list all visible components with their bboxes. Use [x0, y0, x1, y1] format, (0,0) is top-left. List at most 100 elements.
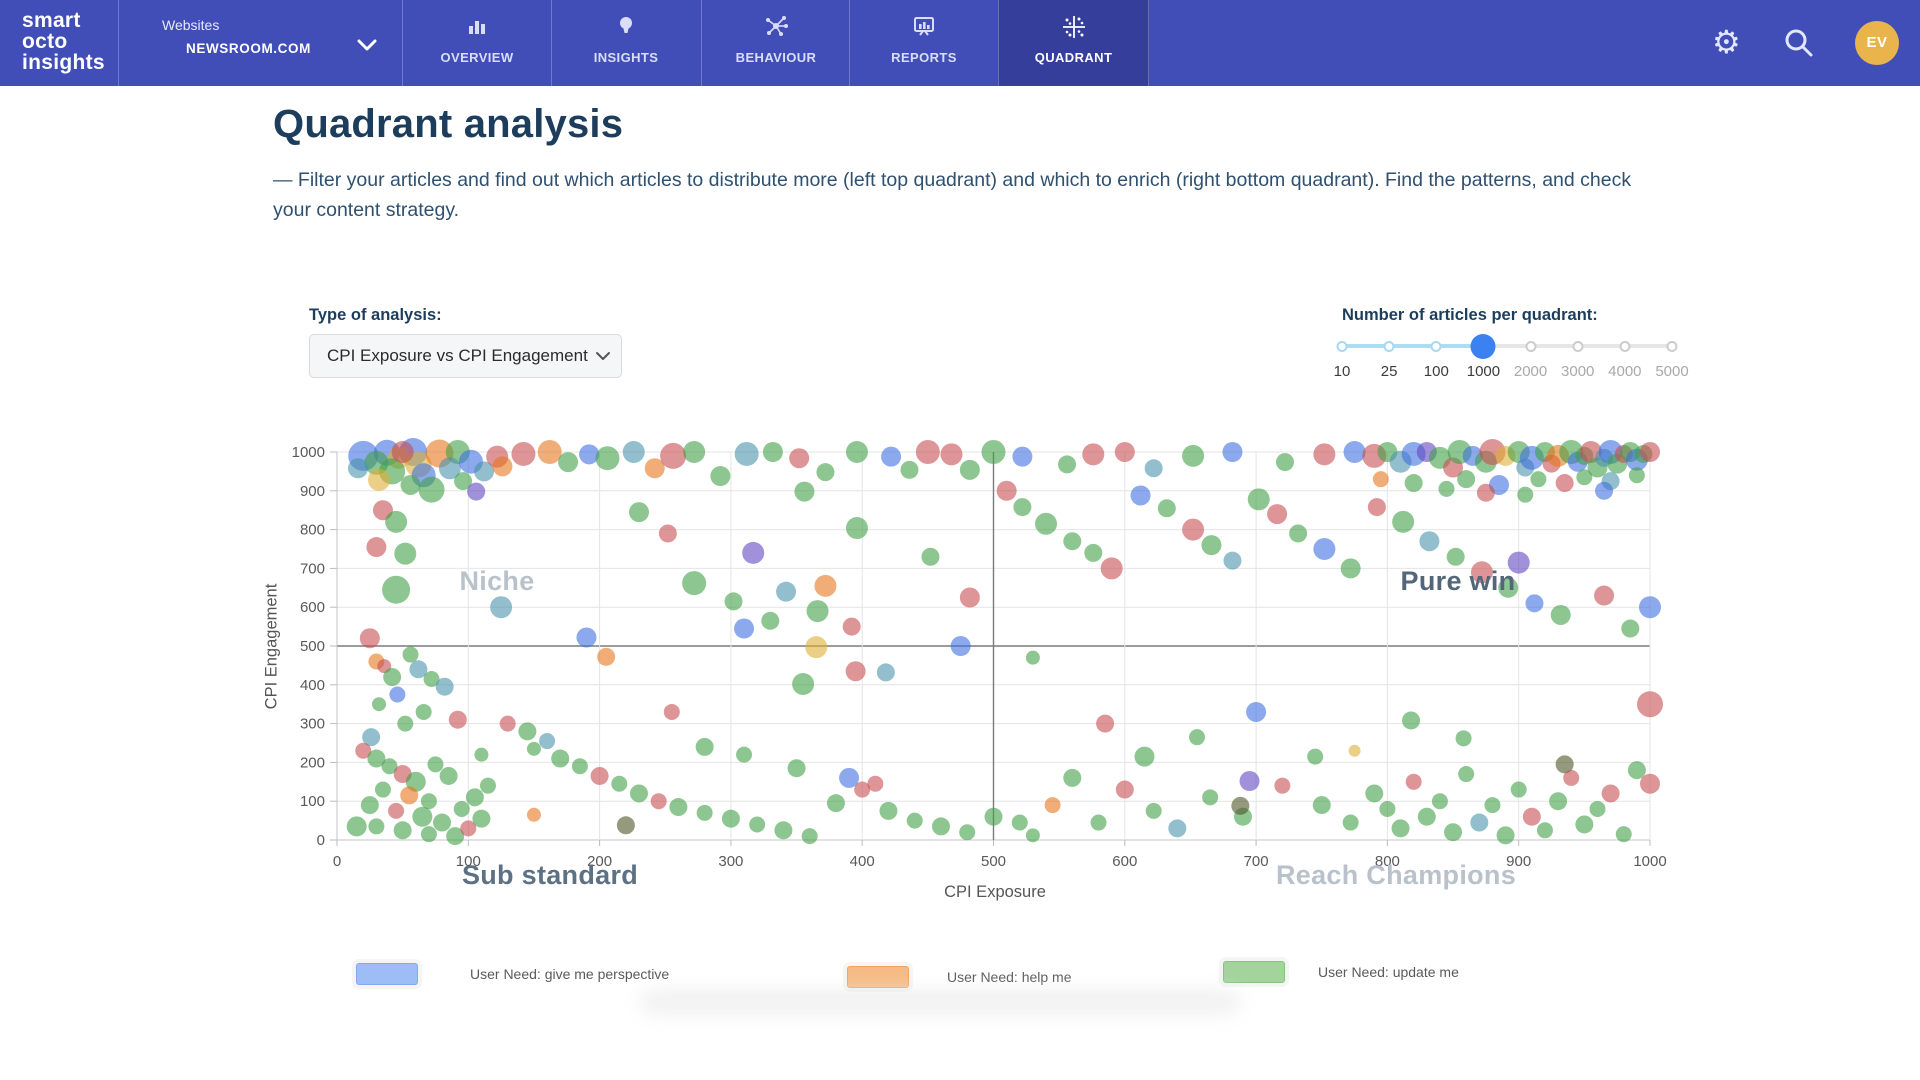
article-bubble[interactable]: [1419, 531, 1440, 552]
slider-option-4000[interactable]: 4000: [1608, 363, 1642, 380]
article-bubble[interactable]: [1182, 444, 1205, 467]
article-bubble[interactable]: [479, 777, 496, 794]
article-bubble[interactable]: [1063, 532, 1082, 551]
article-bubble[interactable]: [597, 647, 616, 666]
article-bubble[interactable]: [854, 781, 871, 798]
article-bubble[interactable]: [915, 440, 940, 464]
article-bubble[interactable]: [1115, 780, 1134, 799]
article-bubble[interactable]: [749, 816, 766, 833]
article-bubble[interactable]: [1223, 551, 1242, 570]
article-bubble[interactable]: [1365, 784, 1384, 803]
article-bubble[interactable]: [393, 821, 412, 840]
slider-option-1000[interactable]: 1000: [1466, 363, 1501, 380]
article-bubble[interactable]: [761, 611, 780, 630]
article-bubble[interactable]: [1530, 471, 1547, 488]
article-bubble[interactable]: [490, 596, 513, 619]
article-bubble[interactable]: [1637, 691, 1663, 718]
article-bubble[interactable]: [1470, 561, 1493, 584]
article-bubble[interactable]: [438, 457, 461, 480]
slider-stop-100[interactable]: [1430, 341, 1442, 352]
article-bubble[interactable]: [1246, 701, 1267, 722]
article-bubble[interactable]: [1549, 792, 1568, 811]
slider-option-25[interactable]: 25: [1380, 363, 1398, 380]
article-bubble[interactable]: [389, 686, 406, 703]
article-bubble[interactable]: [511, 441, 536, 466]
article-bubble[interactable]: [1342, 814, 1359, 831]
article-bubble[interactable]: [867, 775, 884, 792]
article-bubble[interactable]: [1536, 822, 1553, 839]
article-bubble[interactable]: [1025, 828, 1040, 843]
slider-stop-3000[interactable]: [1572, 341, 1584, 352]
article-bubble[interactable]: [383, 668, 402, 687]
article-bubble[interactable]: [1457, 470, 1476, 489]
article-bubble[interactable]: [1044, 797, 1061, 814]
tab-overview[interactable]: OVERVIEW: [402, 0, 551, 86]
article-bubble[interactable]: [1267, 504, 1288, 525]
article-bubble[interactable]: [1522, 807, 1541, 826]
article-bubble[interactable]: [1405, 773, 1422, 790]
article-bubble[interactable]: [372, 697, 387, 712]
article-bubble[interactable]: [1145, 802, 1162, 819]
article-bubble[interactable]: [1458, 766, 1475, 783]
article-bubble[interactable]: [499, 715, 516, 732]
article-bubble[interactable]: [950, 636, 971, 656]
article-bubble[interactable]: [683, 441, 706, 463]
article-bubble[interactable]: [537, 440, 562, 464]
article-bubble[interactable]: [787, 759, 806, 778]
article-bubble[interactable]: [906, 812, 923, 829]
article-bubble[interactable]: [1289, 524, 1308, 543]
article-bubble[interactable]: [1202, 789, 1219, 806]
article-bubble[interactable]: [1307, 748, 1324, 765]
article-bubble[interactable]: [900, 460, 919, 479]
article-bubble[interactable]: [1239, 771, 1260, 792]
article-bubble[interactable]: [879, 801, 898, 820]
article-bubble[interactable]: [695, 737, 714, 756]
article-bubble[interactable]: [420, 793, 437, 810]
article-bubble[interactable]: [959, 587, 980, 608]
tab-quadrant[interactable]: QUADRANT: [998, 0, 1149, 86]
article-bubble[interactable]: [397, 715, 414, 732]
article-bubble[interactable]: [658, 524, 677, 543]
article-bubble[interactable]: [789, 448, 810, 469]
tab-reports[interactable]: REPORTS: [849, 0, 998, 86]
article-bubble[interactable]: [571, 758, 588, 775]
article-bubble[interactable]: [1517, 486, 1534, 503]
article-bubble[interactable]: [400, 474, 421, 495]
article-bubble[interactable]: [1627, 761, 1646, 780]
article-bubble[interactable]: [1130, 485, 1151, 506]
article-bubble[interactable]: [660, 442, 687, 469]
article-bubble[interactable]: [742, 541, 765, 564]
article-bubble[interactable]: [1621, 619, 1640, 638]
article-bubble[interactable]: [881, 446, 902, 467]
article-bubble[interactable]: [1391, 819, 1410, 838]
article-bubble[interactable]: [842, 617, 861, 636]
article-bubble[interactable]: [1576, 469, 1593, 486]
article-bubble[interactable]: [1231, 796, 1250, 815]
article-bubble[interactable]: [801, 828, 818, 845]
article-bubble[interactable]: [1404, 474, 1423, 493]
article-bubble[interactable]: [1615, 826, 1632, 843]
tab-insights[interactable]: INSIGHTS: [551, 0, 700, 86]
article-bubble[interactable]: [1595, 481, 1614, 500]
article-bubble[interactable]: [518, 722, 537, 741]
article-bubble[interactable]: [644, 458, 665, 479]
article-bubble[interactable]: [394, 542, 417, 565]
article-bubble[interactable]: [348, 458, 369, 479]
article-bubble[interactable]: [360, 796, 379, 815]
slider-stop-2000[interactable]: [1525, 341, 1537, 352]
article-bubble[interactable]: [724, 592, 743, 611]
article-bubble[interactable]: [1274, 777, 1291, 794]
slider-knob-selected[interactable]: [1470, 334, 1496, 359]
article-bubble[interactable]: [1640, 442, 1660, 462]
article-bubble[interactable]: [1012, 446, 1033, 467]
article-bubble[interactable]: [454, 472, 473, 491]
article-bubble[interactable]: [1555, 755, 1574, 774]
article-bubble[interactable]: [1438, 480, 1455, 497]
article-bubble[interactable]: [1555, 474, 1574, 493]
article-bubble[interactable]: [400, 786, 419, 805]
article-bubble[interactable]: [616, 816, 635, 835]
article-bubble[interactable]: [355, 742, 372, 759]
article-bubble[interactable]: [669, 798, 688, 817]
article-bubble[interactable]: [1496, 826, 1515, 845]
article-bubble[interactable]: [1444, 823, 1463, 842]
